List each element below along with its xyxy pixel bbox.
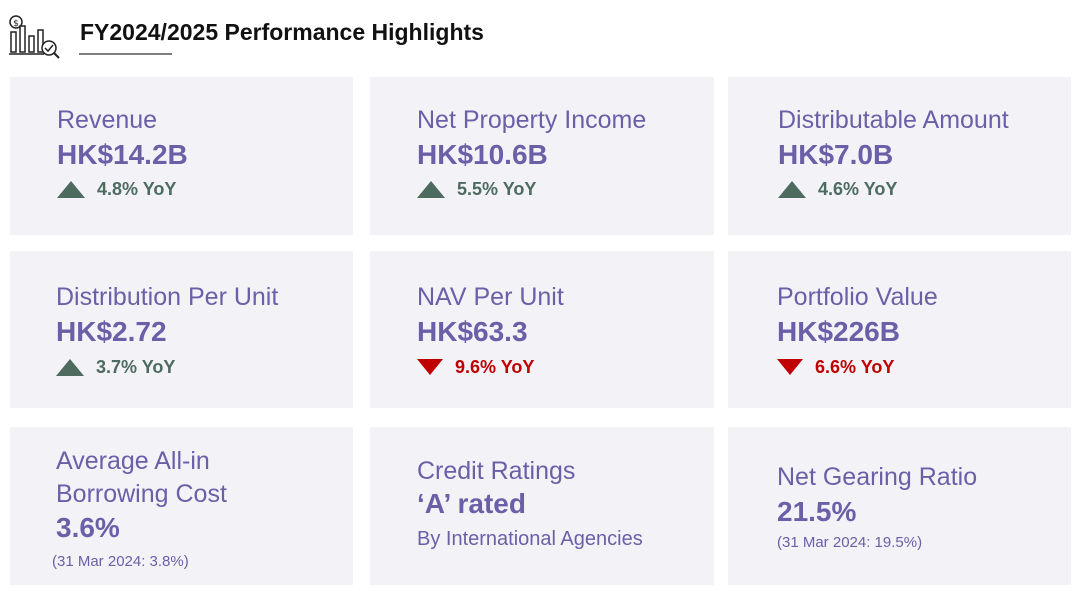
card-label: Net Property Income (417, 106, 647, 134)
yoy-text: 4.8% YoY (97, 178, 177, 199)
comparison-note: (31 Mar 2024: 19.5%) (777, 534, 923, 551)
card-label: Credit Ratings (417, 457, 576, 485)
card-value: HK$10.6B (417, 139, 548, 170)
card-value: HK$2.72 (56, 316, 167, 347)
card-portfolio-value: Portfolio Value HK$226B 6.6% YoY (728, 251, 1071, 408)
yoy-text: 5.5% YoY (457, 178, 537, 199)
card-revenue: Revenue HK$14.2B 4.8% YoY (10, 77, 353, 235)
card-label: Revenue (57, 106, 158, 134)
yoy-change: 9.6% YoY (417, 355, 534, 379)
card-distribution-per-unit: Distribution Per Unit HK$2.72 3.7% YoY (10, 251, 353, 408)
card-borrowing-cost: Average All-in Borrowing Cost 3.6% (31 M… (10, 427, 353, 585)
page-title: FY2024/2025 Performance Highlights (80, 19, 484, 45)
card-value: ‘A’ rated (417, 488, 526, 519)
card-value: 3.6% (56, 512, 120, 543)
card-credit-ratings: Credit Ratings ‘A’ rated By Internationa… (370, 427, 714, 585)
card-value: HK$14.2B (57, 139, 188, 170)
yoy-text: 4.6% YoY (818, 178, 898, 199)
card-label: Net Gearing Ratio (777, 463, 978, 491)
yoy-text: 3.7% YoY (96, 356, 176, 377)
card-value: HK$226B (777, 316, 900, 347)
down-triangle-icon (417, 359, 443, 375)
card-nav-per-unit: NAV Per Unit HK$63.3 9.6% YoY (370, 251, 714, 408)
yoy-text: 6.6% YoY (815, 356, 895, 377)
card-label: Portfolio Value (777, 283, 938, 311)
card-label-line2: Borrowing Cost (56, 480, 227, 508)
title-underline (79, 53, 172, 55)
yoy-text: 9.6% YoY (455, 356, 535, 377)
card-value: HK$7.0B (778, 139, 894, 170)
card-label: Distributable Amount (778, 106, 1009, 134)
yoy-change: 5.5% YoY (417, 177, 536, 201)
card-label: Distribution Per Unit (56, 283, 279, 311)
card-label: NAV Per Unit (417, 283, 564, 311)
rating-source: By International Agencies (417, 528, 643, 550)
up-triangle-icon (56, 358, 84, 376)
yoy-change: 4.8% YoY (57, 177, 176, 201)
card-net-property-income: Net Property Income HK$10.6B 5.5% YoY (370, 77, 714, 235)
card-label-line1: Average All-in (56, 447, 210, 475)
up-triangle-icon (417, 180, 445, 198)
down-triangle-icon (777, 359, 803, 375)
card-distributable-amount: Distributable Amount HK$7.0B 4.6% YoY (728, 77, 1071, 235)
up-triangle-icon (57, 180, 85, 198)
card-net-gearing-ratio: Net Gearing Ratio 21.5% (31 Mar 2024: 19… (728, 427, 1071, 585)
card-value: HK$63.3 (417, 316, 528, 347)
header: $ FY2024/2025 Performance Highlights (0, 0, 1080, 70)
chart-magnifier-icon: $ (9, 15, 60, 59)
svg-text:$: $ (13, 19, 19, 29)
yoy-change: 6.6% YoY (777, 355, 894, 379)
card-value: 21.5% (777, 496, 857, 527)
yoy-change: 3.7% YoY (56, 355, 175, 379)
up-triangle-icon (778, 180, 806, 198)
yoy-change: 4.6% YoY (778, 177, 897, 201)
comparison-note: (31 Mar 2024: 3.8%) (52, 553, 189, 570)
